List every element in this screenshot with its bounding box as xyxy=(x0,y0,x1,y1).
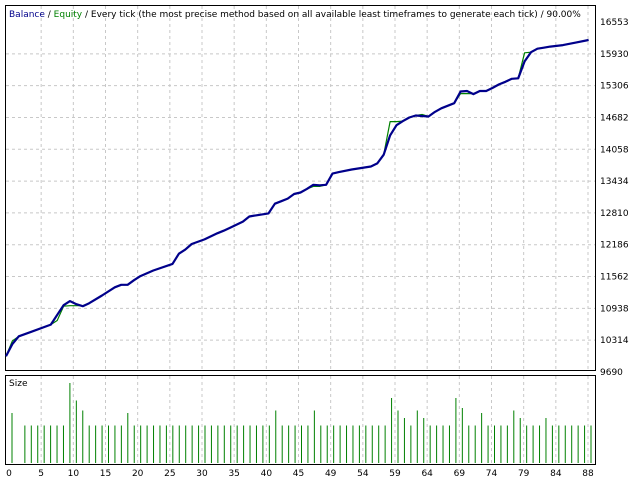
x-tick-label: 40 xyxy=(261,469,273,479)
x-tick-label: 54 xyxy=(357,469,369,479)
chart-header: Balance / Equity / Every tick (the most … xyxy=(9,10,581,20)
x-tick-label: 30 xyxy=(196,469,208,479)
y-tick-label: 12186 xyxy=(600,241,629,251)
y-tick-label: 12810 xyxy=(600,209,629,219)
y-tick-label: 16553 xyxy=(600,18,629,28)
x-tick-label: 64 xyxy=(421,469,433,479)
size-panel-title: Size xyxy=(9,379,28,389)
x-tick-label: 84 xyxy=(550,469,562,479)
y-tick-label: 11562 xyxy=(600,273,629,283)
size-plot-frame xyxy=(5,375,596,465)
y-tick-label: 13434 xyxy=(600,177,629,187)
plot-lines xyxy=(5,38,589,357)
y-tick-label: 15930 xyxy=(600,50,629,60)
balance-legend: Balance xyxy=(9,10,45,20)
grid-lines xyxy=(6,6,595,464)
balance-line xyxy=(5,38,589,357)
x-tick-label: 79 xyxy=(518,469,530,479)
x-tick-label: 35 xyxy=(228,469,239,479)
x-tick-label: 45 xyxy=(293,469,304,479)
y-tick-label: 10938 xyxy=(600,304,629,314)
equity-legend: Equity xyxy=(54,10,83,20)
y-tick-label: 9690 xyxy=(600,368,623,378)
tick-labels: 16553 15930 15306 14682 14058 13434 12810 12186… xyxy=(6,18,629,479)
x-tick-label: 0 xyxy=(6,469,12,479)
x-tick-label: 69 xyxy=(454,469,466,479)
x-tick-label: 20 xyxy=(132,469,144,479)
x-tick-label: 10 xyxy=(68,469,80,479)
x-tick-label: 74 xyxy=(486,469,498,479)
y-tick-label: 10314 xyxy=(600,336,629,346)
x-tick-label: 49 xyxy=(325,469,337,479)
legend-separator: / xyxy=(45,10,54,20)
main-plot-frame xyxy=(5,5,596,371)
y-tick-label: 14058 xyxy=(600,145,629,155)
y-tick-label: 14682 xyxy=(600,113,629,123)
y-tick-label: 15306 xyxy=(600,82,629,92)
x-tick-label: 15 xyxy=(100,469,111,479)
x-tick-label: 25 xyxy=(164,469,175,479)
method-text: / Every tick (the most precise method ba… xyxy=(82,10,581,20)
size-bars xyxy=(11,383,592,463)
x-tick-label: 88 xyxy=(582,469,594,479)
x-tick-label: 59 xyxy=(389,469,401,479)
x-tick-label: 5 xyxy=(38,469,44,479)
